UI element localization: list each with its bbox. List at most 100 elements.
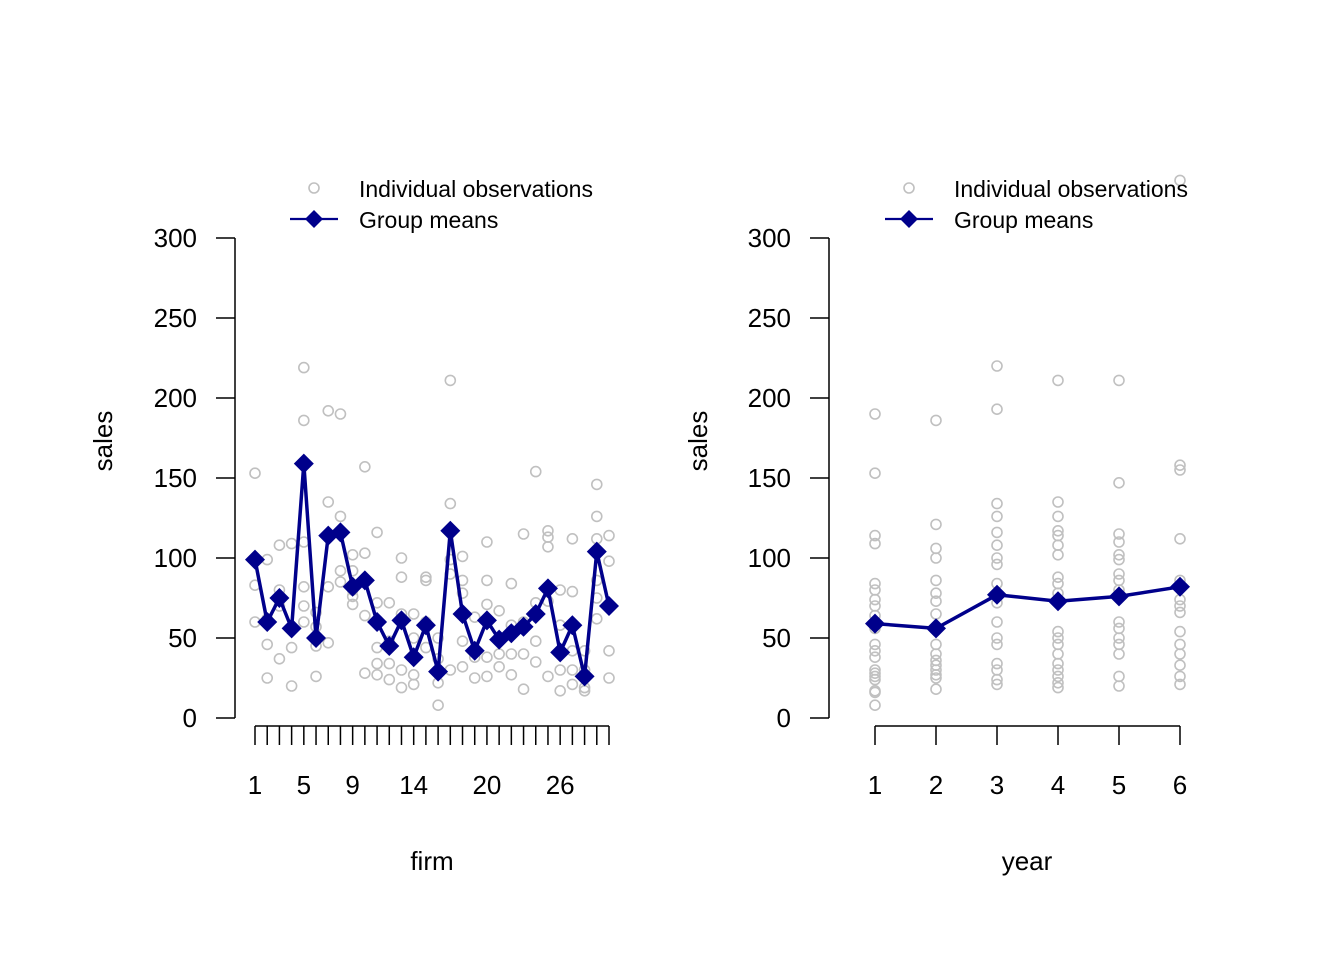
observation-point	[1052, 670, 1064, 683]
observation-point	[869, 644, 881, 657]
observation-point	[322, 404, 335, 417]
observation-point	[529, 465, 542, 478]
group-mean-diamond	[987, 584, 1007, 605]
observation-point	[930, 683, 942, 696]
group-mean-diamond	[306, 628, 327, 648]
observation-point	[869, 638, 881, 651]
y-tick-label: 200	[748, 383, 791, 413]
observation-point	[1113, 548, 1125, 561]
observation-point	[322, 496, 335, 508]
observation-point	[1113, 553, 1125, 566]
observation-point	[542, 524, 554, 537]
observation-point	[603, 529, 615, 542]
observation-point	[395, 552, 408, 564]
observation-point	[395, 681, 408, 694]
observation-point	[298, 616, 310, 628]
observation-point	[505, 648, 518, 660]
x-tick-label: 4	[1051, 770, 1065, 800]
observation-point	[359, 547, 371, 560]
group-mean-diamond	[537, 578, 558, 599]
observation-point	[1174, 659, 1186, 672]
observation-point	[1174, 678, 1186, 691]
x-axis-title: year	[1002, 846, 1053, 876]
observation-point	[261, 638, 274, 651]
group-mean-diamond	[1170, 576, 1190, 597]
y-axis: 0 50 100 150 200 250 300	[748, 223, 830, 733]
group-mean-diamond	[379, 636, 400, 656]
group-mean-diamond	[440, 520, 461, 541]
observation-point	[456, 660, 469, 673]
observation-point	[566, 585, 579, 598]
observation-point	[991, 497, 1003, 510]
group-mean-diamond	[586, 541, 607, 562]
observation-point	[930, 587, 942, 600]
observation-point	[456, 550, 469, 563]
y-axis-title: sales	[683, 411, 713, 472]
observation-point	[991, 558, 1003, 571]
observation-point	[334, 510, 347, 523]
group-mean-diamond	[1109, 586, 1129, 607]
observation-point	[334, 408, 347, 420]
observation-point	[1052, 657, 1064, 670]
observation-point	[395, 571, 408, 584]
y-tick-label: 50	[762, 623, 791, 653]
y-tick-label: 50	[168, 623, 197, 653]
observation-point	[542, 540, 554, 553]
observation-point	[481, 651, 493, 664]
observation-point	[481, 670, 493, 683]
observation-point	[1052, 571, 1064, 584]
observation-point	[346, 548, 359, 561]
observation-point	[991, 673, 1003, 686]
observation-point	[310, 670, 322, 683]
observation-point	[1052, 632, 1064, 644]
legend-label-means: Group means	[359, 207, 498, 233]
observation-point	[468, 672, 481, 684]
y-tick-label: 0	[777, 703, 791, 733]
observation-point	[432, 699, 444, 712]
observation-point	[869, 667, 881, 680]
legend-means-diamond-icon	[900, 210, 918, 228]
observation-point	[869, 529, 881, 542]
observation-point	[407, 678, 420, 691]
observation-point	[590, 510, 603, 523]
x-tick-label: 5	[297, 770, 311, 800]
y-tick-label: 300	[748, 223, 791, 253]
group-mean-diamond	[391, 610, 412, 631]
observation-point	[1174, 648, 1186, 660]
group-means-layer	[245, 453, 619, 687]
observation-point	[991, 552, 1003, 564]
observation-point	[249, 467, 261, 480]
observation-point	[1174, 606, 1186, 619]
observation-point	[869, 467, 881, 480]
observation-point	[603, 644, 615, 657]
observation-point	[1052, 524, 1064, 537]
observation-point	[505, 668, 518, 681]
group-mean-diamond	[257, 612, 278, 632]
legend: Individual observations Group means	[290, 176, 593, 233]
observation-point	[930, 518, 942, 531]
observation-point	[273, 652, 286, 665]
observation-point	[930, 414, 942, 427]
legend-label-means: Group means	[954, 207, 1093, 233]
observation-point	[371, 668, 383, 681]
observation-point	[869, 408, 881, 420]
group-mean-diamond	[281, 618, 302, 639]
group-mean-diamond	[574, 666, 595, 687]
y-tick-label: 300	[154, 223, 197, 253]
observation-point	[444, 497, 457, 510]
observation-point	[420, 571, 432, 584]
observation-point	[991, 616, 1003, 628]
observation-point	[1052, 510, 1064, 523]
observation-point	[1113, 632, 1125, 644]
observation-point	[930, 672, 942, 684]
group-mean-diamond	[354, 570, 375, 591]
y-tick-label: 200	[154, 383, 197, 413]
observation-point	[869, 670, 881, 683]
observation-point	[554, 664, 566, 676]
observation-point	[383, 673, 396, 686]
observation-point	[930, 574, 942, 587]
observation-point	[481, 574, 493, 587]
observation-point	[869, 651, 881, 664]
observation-point	[1113, 616, 1125, 628]
